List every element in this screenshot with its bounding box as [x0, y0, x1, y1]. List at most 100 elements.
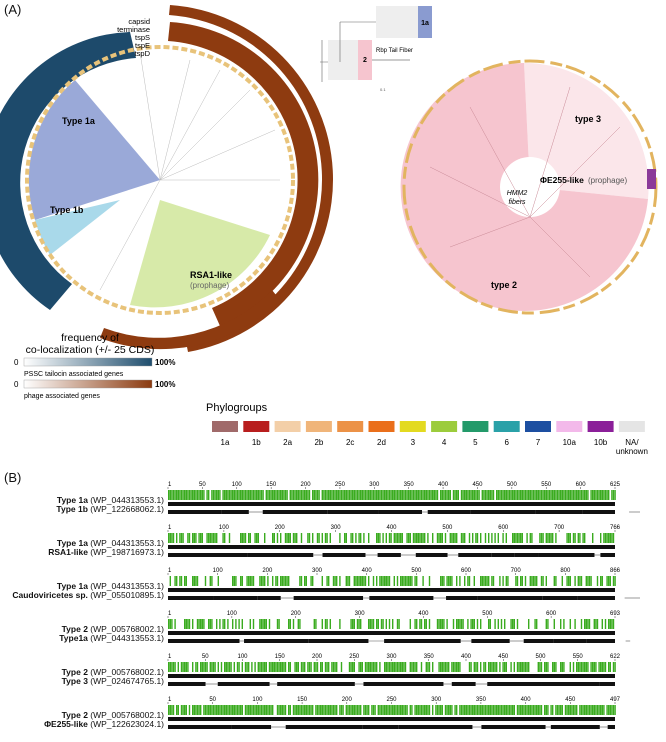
phylogroup-label: 5	[473, 438, 478, 447]
alignment-seq-a	[168, 674, 615, 678]
alignment-tick-label: 500	[507, 482, 518, 488]
alignment-tick-label: 600	[498, 525, 509, 531]
alignment-tick-label: 800	[560, 568, 571, 574]
phylogroup-label: unknown	[616, 447, 648, 456]
rsa1-sublabel: (prophage)	[190, 281, 229, 290]
alignment-tick-label: 450	[472, 482, 483, 488]
hmm2-line1: HMM2	[507, 190, 528, 197]
alignment-tick-label: 300	[431, 697, 442, 703]
alignment-tick-label: 1	[168, 525, 172, 531]
alignment-seq-a	[168, 545, 615, 549]
alignment-tick-label: 600	[461, 568, 472, 574]
alignment-tick-label: 500	[535, 654, 546, 660]
coloc-legend: frequency of co-localization (+/- 25 CDS…	[14, 332, 175, 400]
rsa1-label: RSA1-like	[190, 270, 232, 280]
inset-2-label: 2	[363, 57, 367, 64]
alignment-track: 1 50 100 150 200 250 300 350 400 450 500 550 622	[167, 654, 621, 686]
coloc-title-2: co-localization (+/- 25 CDS)	[26, 344, 155, 356]
alignment-tick-label: 693	[610, 611, 621, 617]
alignment-tick-label: 300	[369, 482, 380, 488]
alignment-track: 1 50 100 150 200 250 300 350 400 450 497	[167, 697, 621, 729]
phylogroup-swatch	[493, 421, 520, 432]
alignment-tick-label: 400	[521, 697, 532, 703]
type1b-clade	[35, 200, 120, 255]
alignment-tick-label: 100	[213, 568, 224, 574]
bar2-gradient	[23, 379, 153, 389]
alignment-tick-label: 300	[312, 568, 323, 574]
alignment-tick-label: 1	[168, 482, 172, 488]
ring-label: capsid	[128, 17, 150, 26]
alignment-seq-a	[168, 588, 615, 592]
alignment-tick-label: 1	[168, 654, 172, 660]
alignment-label: Type 2 (WP_005768002.1)	[61, 667, 164, 677]
phylogroup-label: 3	[411, 438, 416, 447]
alignment-tick-label: 497	[610, 697, 621, 703]
phylogroup-swatch	[462, 421, 489, 432]
coloc-title-1: frequency of	[61, 332, 119, 344]
phylogroup-swatch	[243, 421, 270, 432]
alignment-track: 1 100 200 300 400 500 600 693	[167, 611, 631, 643]
phylogroup-swatch	[431, 421, 458, 432]
alignment-tick-label: 50	[209, 697, 216, 703]
phylogroup-swatch	[212, 421, 238, 432]
phylogroup-legend: 1a 1b 2a 2b 2c 2d 3 4 5 6 7 10a 10b NA/unknown	[212, 421, 648, 456]
bar1-gradient	[23, 357, 153, 367]
type1a-clade	[28, 80, 160, 220]
alignment-tick-label: 350	[424, 654, 435, 660]
phylogroup-swatch	[525, 421, 551, 432]
alignment-label: Type 2 (WP_005768002.1)	[61, 624, 164, 634]
alignment-label: Type 3 (WP_024674765.1)	[61, 676, 164, 686]
phi-label: ΦE255-like	[540, 175, 584, 185]
alignment-label: ΦE255-like (WP_122623024.1)	[44, 719, 164, 729]
phylogroup-swatch	[399, 421, 426, 432]
inset-scale: 0.1	[380, 87, 386, 92]
phylogroup-label: 10a	[563, 438, 577, 447]
alignment-tick-label: 1	[168, 697, 172, 703]
alignment-tick-label: 100	[232, 482, 243, 488]
inset-1a-label: 1a	[421, 20, 429, 27]
alignment-tick-label: 400	[461, 654, 472, 660]
bar1-min: 0	[14, 358, 19, 367]
phylogroups-title: Phylogroups	[206, 402, 268, 414]
alignment-tick-label: 450	[565, 697, 576, 703]
alignment-tick-label: 300	[355, 611, 366, 617]
alignment-tick-label: 100	[252, 697, 263, 703]
bar2-max: 100%	[155, 380, 175, 389]
bar2-min: 0	[14, 380, 19, 389]
ring-label: tspD	[135, 49, 151, 58]
phi-sublabel: (prophage)	[588, 176, 627, 185]
alignment-track: 1 50 100 150 200 250 300 350 400 450 500 550 600 625	[167, 482, 640, 514]
inset-tree: 1a 2 Rbp Tail Fiber 0.1	[320, 6, 432, 92]
alignment-tick-label: 50	[202, 654, 209, 660]
alignment-tick-label: 600	[546, 611, 557, 617]
bar1-caption: PSSC tailocin associated genes	[24, 371, 124, 378]
alignment-tick-label: 200	[312, 654, 323, 660]
alignment-label: Type1a (WP_044313553.1)	[59, 633, 164, 643]
phylogroup-label: NA/	[625, 438, 639, 447]
inset-rbp-label: Rbp Tail Fiber	[376, 48, 413, 54]
alignment-tick-label: 200	[342, 697, 353, 703]
type1a-label: Type 1a	[62, 116, 96, 126]
hmm2-line2: fibers	[508, 199, 526, 206]
ring-label: terminase	[117, 25, 150, 34]
alignment-tick-label: 550	[573, 654, 584, 660]
phylogroup-label: 6	[504, 438, 509, 447]
alignment-tick-label: 700	[554, 525, 565, 531]
alignment-tick-label: 500	[411, 568, 422, 574]
left-circular-tree	[0, 5, 334, 352]
alignment-tick-label: 250	[335, 482, 346, 488]
alignment-tick-label: 625	[610, 482, 621, 488]
ring-label: tspS	[135, 33, 150, 42]
ring-labels: capsid terminase tspS tspE tspD	[117, 17, 151, 58]
phylogroup-swatch	[368, 421, 395, 432]
phylogroup-label: 4	[442, 438, 447, 447]
phylogroup-swatch	[587, 421, 614, 432]
phylogroup-label: 10b	[594, 438, 608, 447]
alignment-tick-label: 400	[418, 611, 429, 617]
alignment-tick-label: 150	[297, 697, 308, 703]
alignment-tick-label: 150	[266, 482, 277, 488]
bar1-max: 100%	[155, 358, 175, 367]
alignment-tick-label: 200	[275, 525, 286, 531]
type3-label: type 3	[575, 114, 601, 124]
alignment-tick-label: 550	[541, 482, 552, 488]
